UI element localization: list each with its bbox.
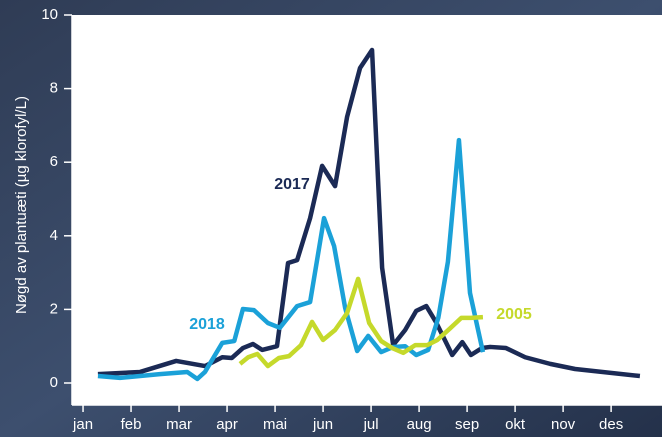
x-tick-label: aug	[407, 416, 432, 433]
x-tick-label: jan	[72, 416, 93, 433]
plot-area	[72, 15, 662, 405]
x-tick-label: feb	[121, 416, 142, 433]
y-tick-label: 2	[50, 300, 58, 317]
x-tick-label: okt	[505, 416, 526, 433]
series-label: 2017	[274, 176, 310, 193]
x-tick-label: sep	[455, 416, 479, 433]
chart: Nøgd av plantuæti (µg klorofyl/L) 0 2 4 6 8 1…	[0, 0, 662, 437]
x-tick-label: jul	[363, 416, 379, 433]
x-tick-label: nov	[551, 416, 576, 433]
y-tick-label: 4	[50, 227, 58, 244]
series-label: 2018	[189, 316, 225, 333]
y-axis-label: Nøgd av plantuæti (µg klorofyl/L)	[13, 96, 30, 314]
y-tick-label: 0	[50, 374, 58, 391]
x-tick-label: apr	[216, 416, 238, 433]
x-tick-label: jun	[312, 416, 333, 433]
x-tick-label: des	[599, 416, 623, 433]
y-tick-label: 10	[41, 6, 58, 23]
page: Nøgd av plantuæti (µg klorofyl/L) 0 2 4 6 8 1…	[0, 0, 662, 437]
series-label: 2005	[496, 306, 532, 323]
y-tick-label: 6	[50, 153, 58, 170]
y-tick-label: 8	[50, 80, 58, 97]
x-tick-label: mar	[166, 416, 192, 433]
x-tick-label: mai	[263, 416, 287, 433]
